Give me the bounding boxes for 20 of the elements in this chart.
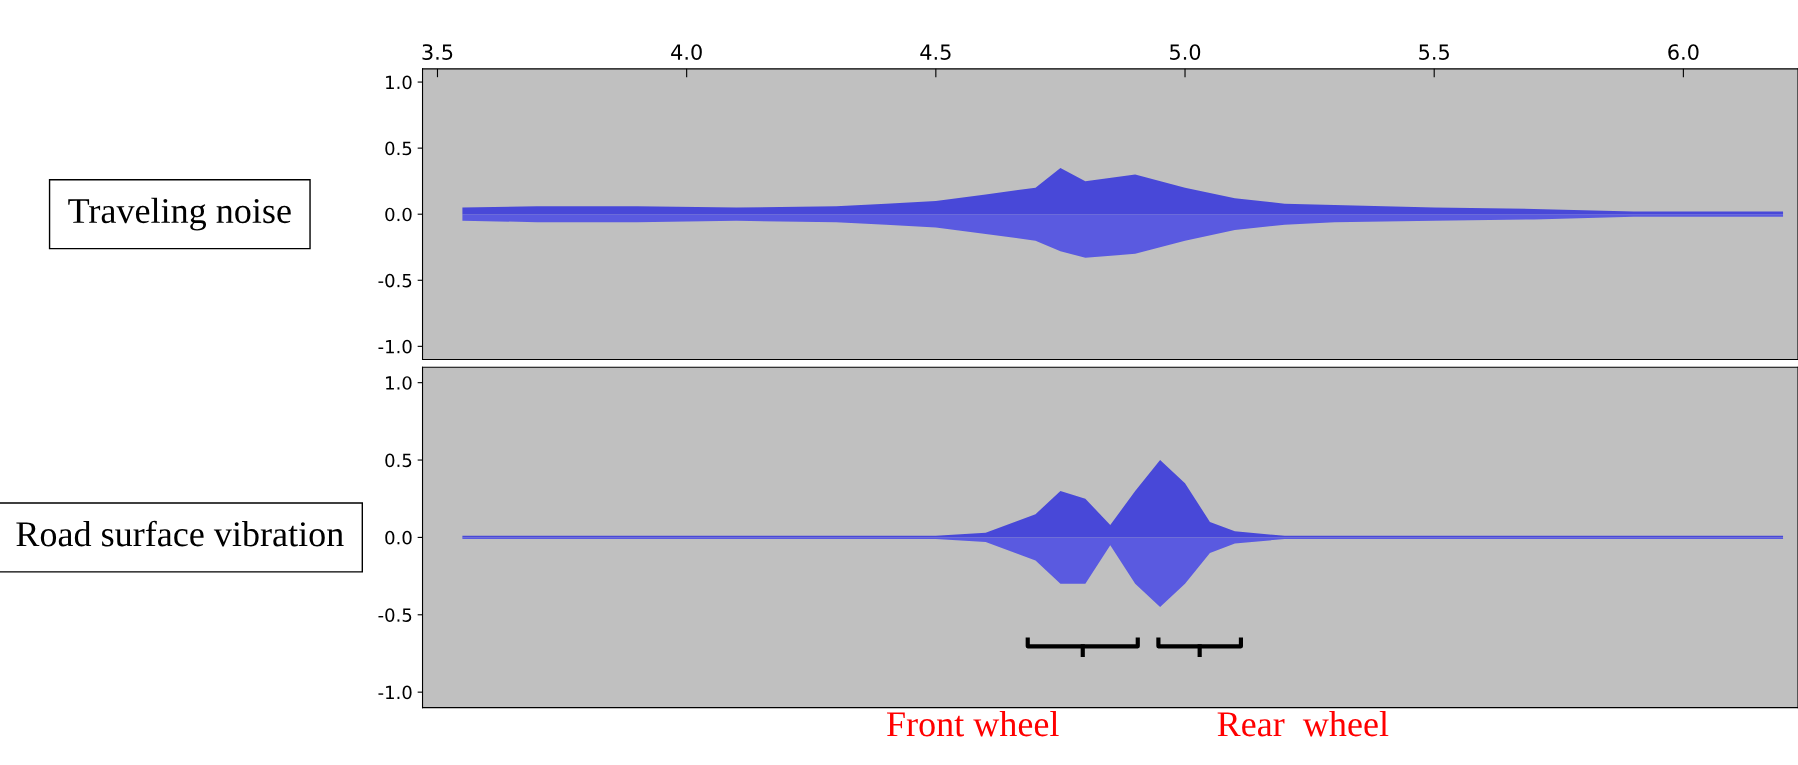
text: Rear wheel — [1217, 711, 1389, 737]
y-tick-label: 0.0 — [385, 530, 412, 545]
x-tick-label: 6.0 — [1668, 44, 1699, 60]
y-tick-label: 1.0 — [386, 75, 412, 90]
y-tick-label: 0.0 — [385, 207, 412, 222]
x-tick-label: 4.5 — [920, 44, 951, 60]
y-tick-label: 0.5 — [385, 453, 412, 468]
x-tick-label: 5.0 — [1170, 44, 1201, 60]
x-tick-label: 4.0 — [671, 44, 702, 60]
text: Traveling noise — [68, 197, 291, 231]
y-tick-label: 1.0 — [386, 376, 412, 390]
x-tick-label: 5.5 — [1419, 44, 1449, 60]
y-tick-label: 0.5 — [385, 141, 412, 156]
text: Road surface vibration — [16, 520, 344, 547]
text: Front wheel — [887, 711, 1059, 737]
y-tick-label: -1.0 — [378, 685, 412, 700]
y-tick-label: -0.5 — [378, 273, 412, 288]
y-tick-label: -0.5 — [378, 608, 412, 622]
y-tick-label: -1.0 — [378, 339, 412, 354]
x-tick-label: 3.5 — [422, 44, 453, 60]
